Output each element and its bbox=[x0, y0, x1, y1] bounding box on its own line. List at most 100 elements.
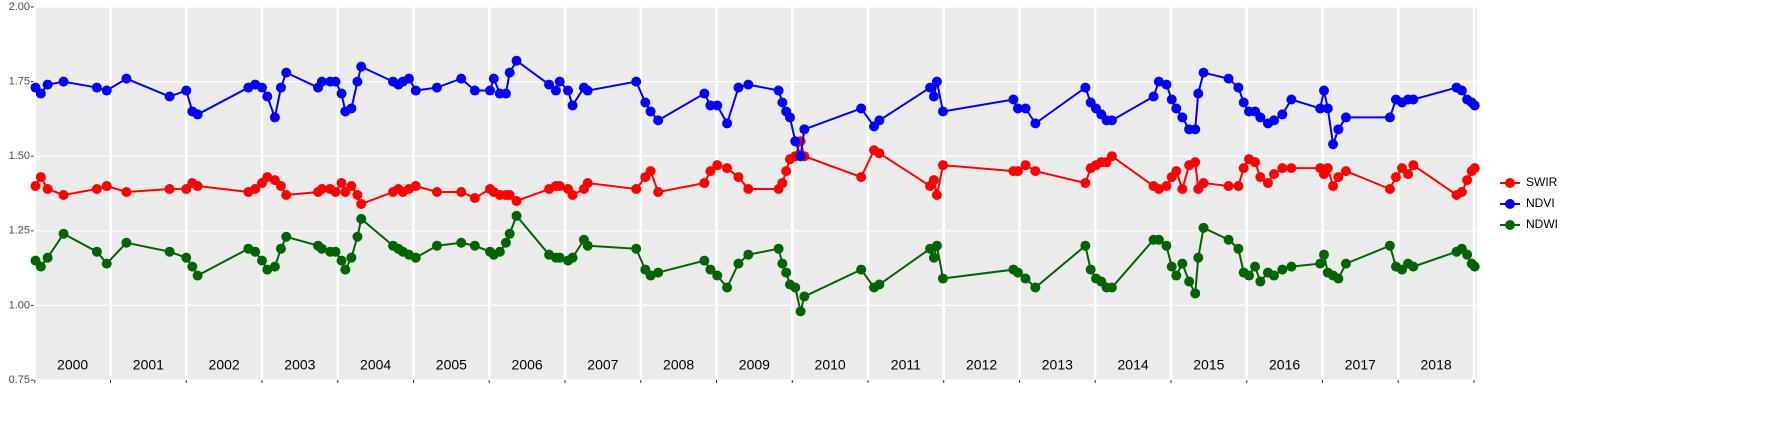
point bbox=[1233, 82, 1244, 93]
point bbox=[773, 243, 784, 254]
point bbox=[1030, 282, 1041, 293]
point bbox=[250, 184, 261, 195]
point bbox=[281, 67, 292, 78]
y-tick-label: 2.00 bbox=[9, 1, 30, 13]
point bbox=[1012, 103, 1023, 114]
point bbox=[1384, 184, 1395, 195]
point bbox=[336, 178, 347, 189]
point bbox=[777, 97, 788, 108]
point bbox=[504, 67, 515, 78]
point bbox=[631, 76, 642, 87]
point bbox=[1255, 276, 1266, 287]
point bbox=[192, 270, 203, 281]
point bbox=[181, 85, 192, 96]
point bbox=[1184, 276, 1195, 287]
point bbox=[101, 258, 112, 269]
point bbox=[1177, 112, 1188, 123]
legend-key bbox=[1505, 199, 1515, 209]
point bbox=[1277, 109, 1288, 120]
point bbox=[937, 273, 948, 284]
point bbox=[928, 252, 939, 263]
point bbox=[356, 61, 367, 72]
year-label: 2017 bbox=[1345, 357, 1376, 373]
point bbox=[1286, 163, 1297, 174]
point bbox=[58, 76, 69, 87]
point bbox=[733, 258, 744, 269]
point bbox=[1106, 115, 1117, 126]
point bbox=[1255, 112, 1266, 123]
point bbox=[1190, 288, 1201, 299]
point bbox=[336, 88, 347, 99]
y-tick-label: 0.75 bbox=[9, 374, 30, 386]
y-tick-label: 1.50 bbox=[9, 150, 30, 162]
point bbox=[1384, 240, 1395, 251]
point bbox=[121, 73, 132, 84]
legend-key bbox=[1505, 220, 1515, 230]
point bbox=[563, 85, 574, 96]
point bbox=[1106, 151, 1117, 162]
point bbox=[567, 252, 578, 263]
point bbox=[712, 160, 723, 171]
point bbox=[262, 264, 273, 275]
point bbox=[712, 270, 723, 281]
point bbox=[352, 76, 363, 87]
point bbox=[1153, 76, 1164, 87]
point bbox=[1277, 163, 1288, 174]
point bbox=[35, 261, 46, 272]
point bbox=[1340, 166, 1351, 177]
point bbox=[874, 115, 885, 126]
point bbox=[1166, 94, 1177, 105]
point bbox=[1243, 270, 1254, 281]
point bbox=[733, 82, 744, 93]
point bbox=[330, 187, 341, 198]
point bbox=[269, 261, 280, 272]
point bbox=[1318, 249, 1329, 260]
point bbox=[1193, 88, 1204, 99]
point bbox=[856, 264, 867, 275]
point bbox=[544, 79, 555, 90]
point bbox=[1161, 240, 1172, 251]
point bbox=[35, 172, 46, 183]
point bbox=[777, 258, 788, 269]
point bbox=[410, 85, 421, 96]
point bbox=[101, 181, 112, 192]
point bbox=[403, 73, 414, 84]
point bbox=[1233, 243, 1244, 254]
year-label: 2012 bbox=[966, 357, 997, 373]
point bbox=[1166, 261, 1177, 272]
point bbox=[743, 249, 754, 260]
point bbox=[1250, 157, 1261, 168]
point bbox=[275, 181, 286, 192]
point bbox=[1080, 82, 1091, 93]
year-label: 2016 bbox=[1269, 357, 1300, 373]
point bbox=[781, 166, 792, 177]
year-label: 2014 bbox=[1118, 357, 1149, 373]
point bbox=[582, 85, 593, 96]
point bbox=[257, 255, 268, 266]
point bbox=[262, 91, 273, 102]
point bbox=[1286, 94, 1297, 105]
point bbox=[640, 97, 651, 108]
point bbox=[511, 195, 522, 206]
point bbox=[1262, 178, 1273, 189]
year-label: 2011 bbox=[891, 357, 921, 373]
point bbox=[1315, 103, 1326, 114]
point bbox=[1193, 252, 1204, 263]
year-label: 2000 bbox=[57, 357, 88, 373]
point bbox=[781, 267, 792, 278]
point bbox=[91, 246, 102, 257]
point bbox=[1255, 172, 1266, 183]
point bbox=[777, 178, 788, 189]
point bbox=[35, 88, 46, 99]
point bbox=[1408, 160, 1419, 171]
point bbox=[653, 187, 664, 198]
year-label: 2006 bbox=[512, 357, 543, 373]
point bbox=[1008, 94, 1019, 105]
point bbox=[931, 76, 942, 87]
point bbox=[1340, 112, 1351, 123]
point bbox=[316, 184, 327, 195]
point bbox=[192, 181, 203, 192]
point bbox=[30, 181, 41, 192]
point bbox=[511, 210, 522, 221]
point bbox=[1171, 166, 1182, 177]
